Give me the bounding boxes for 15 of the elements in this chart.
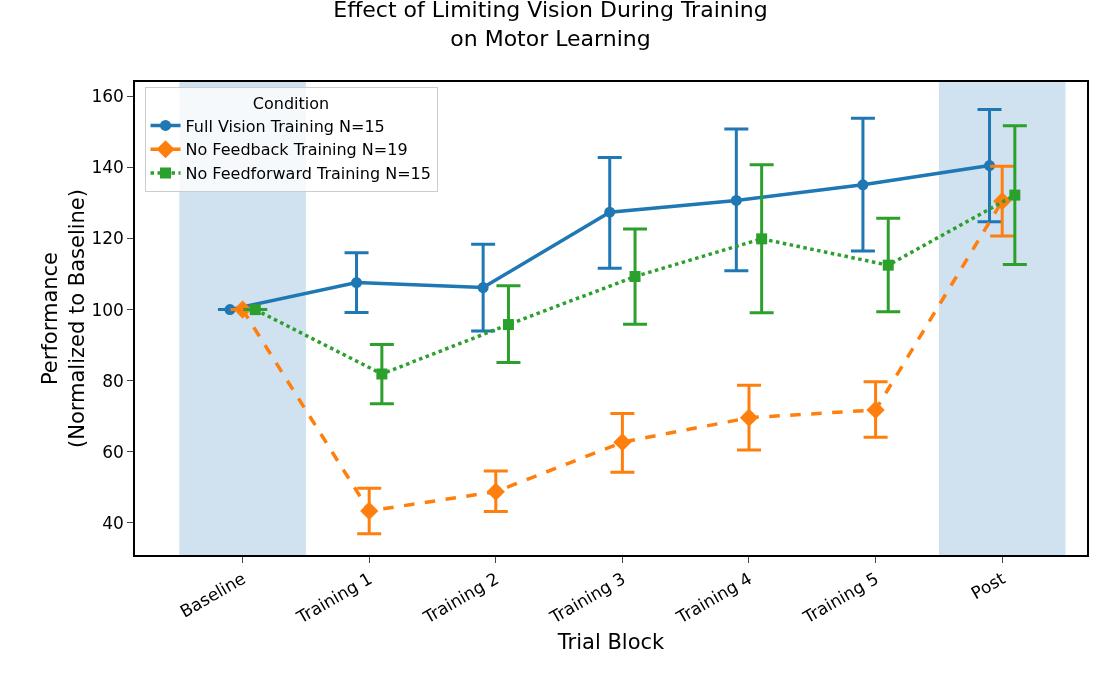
y-tick-label: 40 xyxy=(102,512,124,533)
x-tick-label: Post xyxy=(967,567,1009,604)
legend-title: Condition xyxy=(252,93,330,113)
y-tick-label: 120 xyxy=(91,228,124,249)
legend-label: No Feedback Training N=19 xyxy=(185,140,408,160)
y-tick-label: 80 xyxy=(102,370,124,391)
y-tick-label: 60 xyxy=(102,441,124,462)
chart-title: Effect of Limiting Vision During Training on Motor Learning xyxy=(333,0,768,51)
legend-label: Full Vision Training N=15 xyxy=(185,116,385,136)
x-axis-title: Trial Block xyxy=(556,629,666,654)
y-tick-label: 100 xyxy=(91,299,124,320)
legend-label: No Feedforward Training N=15 xyxy=(185,164,431,184)
y-tick-label: 160 xyxy=(91,86,124,107)
y-tick-label: 140 xyxy=(91,157,124,178)
y-axis-title: Performance (Normalized to Baseline) xyxy=(38,189,90,448)
